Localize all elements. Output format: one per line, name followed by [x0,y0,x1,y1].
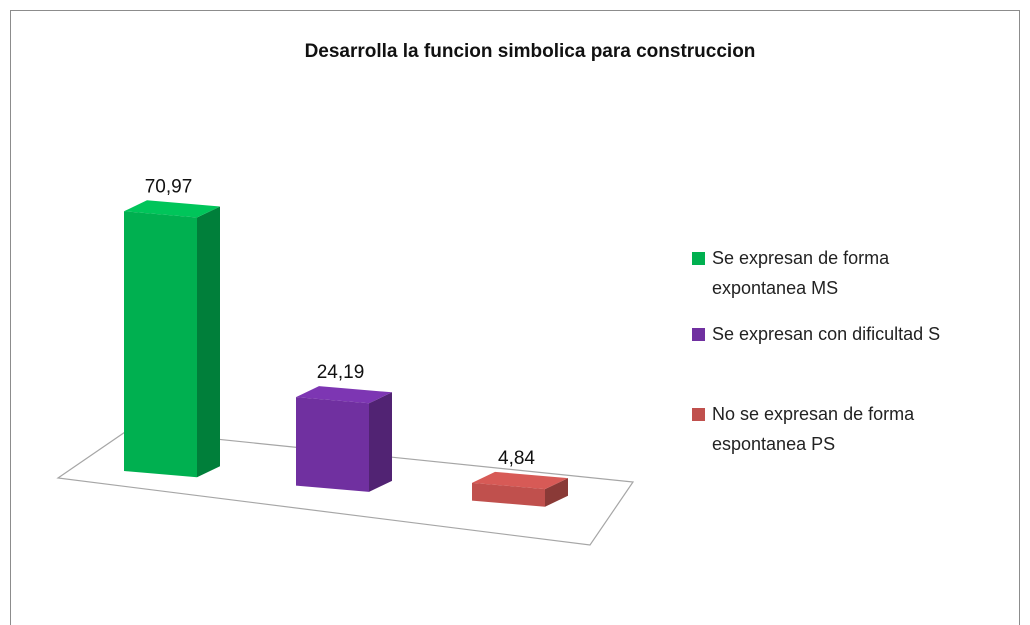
bars: 70,97 24,19 4,84 [124,176,568,507]
bar-side [369,392,392,492]
bar-front [472,482,545,507]
chart-title: Desarrolla la funcion simbolica para con… [305,41,756,62]
legend-label: Se expresan de forma expontanea MS [712,248,890,298]
legend-swatch [692,252,705,265]
data-label: 70,97 [145,176,193,197]
bar [124,200,220,478]
bar [296,386,392,492]
bar [472,471,568,507]
data-label: 24,19 [317,362,365,383]
legend-swatch [692,328,705,341]
legend-swatch [692,408,705,421]
bar-side [197,206,220,478]
legend-label: No se expresan de forma espontanea PS [712,404,915,454]
bar-top [472,471,568,490]
bar-side [545,478,568,507]
legend-label: Se expresan con dificultad S [712,324,941,344]
bar-top [124,200,220,218]
bar-front [296,397,369,492]
bar-front [124,211,197,478]
bar-top [296,386,392,404]
data-label: 4,84 [498,448,535,469]
